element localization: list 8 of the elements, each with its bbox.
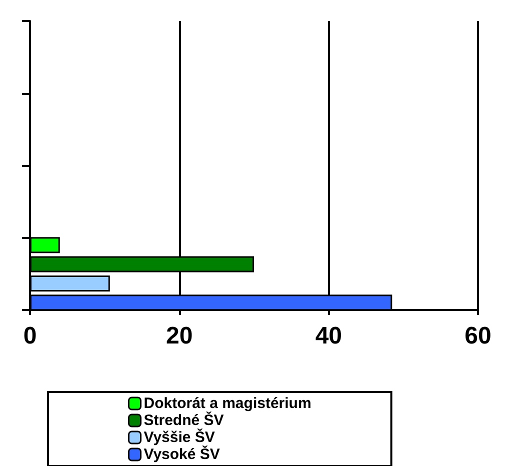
legend-label: Doktorát a magistérium: [144, 395, 312, 412]
legend-label: Stredné ŠV: [144, 411, 224, 429]
legend-label: Vysoké ŠV: [144, 445, 220, 463]
x-tick-label: 20: [166, 322, 193, 350]
x-tick-label: 60: [464, 322, 492, 350]
x-tick-label: 0: [23, 322, 37, 350]
legend-label: Vyššie ŠV: [144, 428, 215, 446]
x-tick-label: 40: [315, 322, 342, 350]
